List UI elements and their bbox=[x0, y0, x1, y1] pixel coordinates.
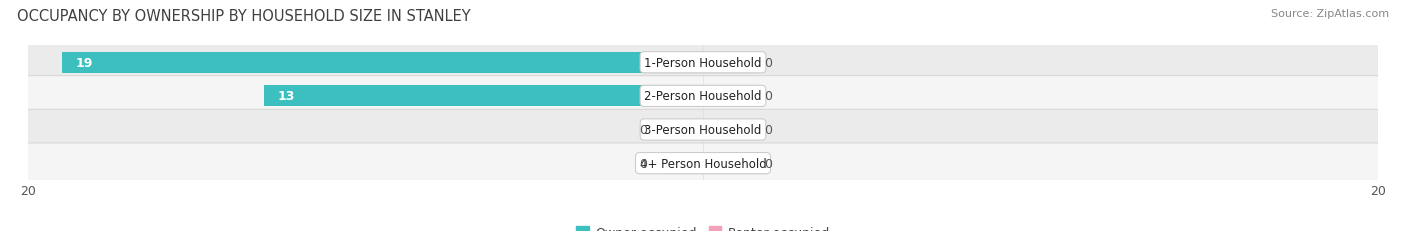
Text: 1-Person Household: 1-Person Household bbox=[644, 56, 762, 70]
Legend: Owner-occupied, Renter-occupied: Owner-occupied, Renter-occupied bbox=[571, 221, 835, 231]
Text: 4+ Person Household: 4+ Person Household bbox=[640, 157, 766, 170]
Text: 0: 0 bbox=[763, 157, 772, 170]
Text: 2-Person Household: 2-Person Household bbox=[644, 90, 762, 103]
Text: 0: 0 bbox=[763, 123, 772, 137]
FancyBboxPatch shape bbox=[25, 143, 1381, 185]
Bar bbox=[703, 120, 754, 140]
Bar bbox=[703, 153, 754, 174]
Bar bbox=[62, 53, 703, 73]
Text: Source: ZipAtlas.com: Source: ZipAtlas.com bbox=[1271, 9, 1389, 19]
Text: 0: 0 bbox=[763, 90, 772, 103]
Bar bbox=[703, 86, 754, 107]
Bar bbox=[669, 120, 703, 140]
Text: 0: 0 bbox=[640, 123, 647, 137]
Text: 13: 13 bbox=[278, 90, 295, 103]
Text: 19: 19 bbox=[76, 56, 93, 70]
Bar bbox=[669, 153, 703, 174]
FancyBboxPatch shape bbox=[25, 43, 1381, 84]
Bar bbox=[703, 53, 754, 73]
Text: 0: 0 bbox=[640, 157, 647, 170]
Text: 0: 0 bbox=[763, 56, 772, 70]
FancyBboxPatch shape bbox=[25, 110, 1381, 151]
Text: 3-Person Household: 3-Person Household bbox=[644, 123, 762, 137]
Bar bbox=[264, 86, 703, 107]
Text: OCCUPANCY BY OWNERSHIP BY HOUSEHOLD SIZE IN STANLEY: OCCUPANCY BY OWNERSHIP BY HOUSEHOLD SIZE… bbox=[17, 9, 471, 24]
FancyBboxPatch shape bbox=[25, 76, 1381, 118]
